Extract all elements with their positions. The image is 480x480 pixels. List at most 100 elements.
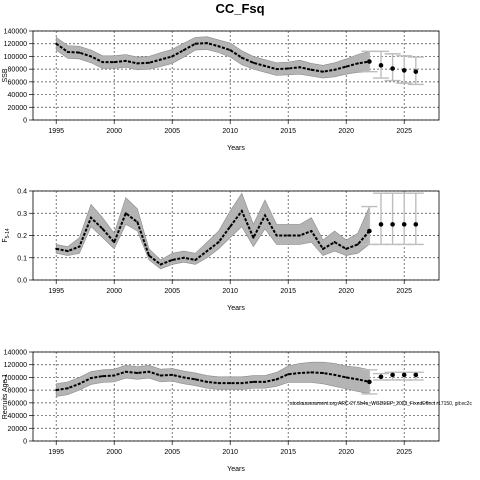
estimate-point — [136, 221, 139, 224]
estimate-point — [229, 225, 232, 228]
estimate-line — [56, 370, 370, 392]
estimate-point — [148, 370, 150, 373]
estimate-point — [171, 258, 174, 261]
x-tick-label: 2020 — [338, 449, 354, 456]
x-axis-label: Years — [227, 305, 245, 312]
y-tick-label: 120000 — [4, 362, 27, 369]
y-tick-label: 0.4 — [17, 189, 27, 196]
estimate-point — [194, 42, 197, 45]
estimate-point — [240, 56, 243, 59]
y-tick-label: 120000 — [4, 41, 27, 48]
panel-1: 1995 2000 2005 2010 2015 2020 2025 0 20000 40000 6… — [2, 29, 440, 152]
confidence-band — [55, 361, 370, 397]
estimate-point — [90, 55, 92, 58]
estimate-point — [78, 51, 81, 54]
x-tick-label: 2005 — [164, 449, 180, 456]
forecast-point — [413, 69, 419, 74]
estimate-point — [113, 61, 116, 64]
y-tick-label: 60000 — [8, 400, 28, 407]
source-annotation: stockassessment.org ARC-27.5b4a_WGDEEP_2… — [290, 401, 472, 407]
estimate-point — [356, 243, 359, 246]
estimate-point — [298, 234, 301, 237]
x-tick-label: 2000 — [106, 449, 122, 456]
estimate-point — [264, 214, 266, 217]
estimate-point — [78, 382, 81, 385]
forecast-point — [401, 68, 407, 73]
estimate-point — [287, 373, 290, 376]
estimate-point — [66, 50, 69, 53]
estimate-point — [217, 241, 220, 244]
estimate-point — [345, 65, 348, 68]
y-tick-label: 40000 — [8, 92, 28, 99]
y-tick-label: 0 — [23, 439, 27, 446]
estimate-point — [113, 374, 116, 377]
estimate-line — [55, 42, 370, 73]
x-tick-label: 2025 — [396, 128, 412, 135]
estimate-point — [310, 68, 313, 71]
estimate-point — [322, 371, 324, 374]
forecast-point — [413, 222, 419, 227]
estimate-point — [310, 371, 313, 374]
estimate-point — [66, 387, 69, 390]
estimate-point — [55, 389, 58, 392]
estimate-point — [182, 49, 185, 52]
y-tick-label: 0.2 — [17, 233, 27, 240]
y-tick-label: 0 — [23, 118, 27, 125]
estimate-point — [356, 378, 359, 381]
y-tick-label: 60000 — [8, 79, 28, 86]
estimate-point — [217, 45, 220, 48]
x-tick-label: 2020 — [338, 288, 354, 295]
estimate-point — [159, 263, 162, 266]
estimate-point — [322, 247, 324, 250]
forecast-point — [390, 222, 395, 227]
forecast-point — [367, 379, 372, 385]
estimate-point — [194, 378, 197, 381]
estimate-point — [217, 382, 220, 385]
x-tick-label: 2025 — [396, 288, 412, 295]
x-tick-label: 2015 — [280, 449, 296, 456]
estimate-point — [101, 375, 104, 378]
estimate-point — [136, 371, 139, 374]
x-axis-label: Years — [227, 145, 245, 152]
estimate-point — [287, 67, 290, 70]
estimate-point — [345, 247, 348, 250]
x-tick-label: 1995 — [48, 288, 64, 295]
estimate-point — [298, 371, 301, 374]
x-tick-label: 2010 — [222, 288, 238, 295]
estimate-point — [252, 236, 255, 239]
x-tick-label: 2000 — [106, 288, 122, 295]
estimate-point — [148, 61, 150, 64]
estimate-point — [101, 227, 104, 230]
y-axis-label: F5-14 — [2, 228, 11, 243]
estimate-point — [159, 58, 162, 61]
estimate-point — [124, 370, 127, 373]
estimate-point — [113, 241, 116, 244]
y-tick-label: 20000 — [8, 105, 28, 112]
x-tick-label: 2010 — [222, 128, 238, 135]
estimate-point — [124, 212, 127, 215]
x-tick-label: 1995 — [48, 449, 64, 456]
estimate-point — [298, 66, 301, 69]
y-tick-label: 100000 — [4, 54, 27, 61]
forecast-point — [378, 374, 384, 380]
x-tick-label: 2015 — [280, 288, 296, 295]
x-tick-label: 2005 — [164, 128, 180, 135]
x-tick-label: 2020 — [338, 128, 354, 135]
estimate-point — [101, 61, 104, 64]
forecast-point — [390, 66, 395, 71]
estimate-point — [171, 373, 174, 376]
panel-2: 1995 2000 2005 2010 2015 2020 2025 0.0 0.1 0.2 0.3… — [2, 189, 440, 312]
estimate-point — [194, 258, 197, 261]
forecast-point — [367, 59, 372, 64]
y-axis-label: SSB — [2, 68, 9, 82]
estimate-point — [206, 380, 208, 383]
chart-title: CC_Fsq — [215, 1, 265, 16]
estimate-point — [275, 378, 278, 381]
y-tick-label: 140000 — [4, 29, 27, 36]
estimate-point — [264, 64, 266, 67]
estimate-point — [310, 230, 313, 233]
forecast-point — [378, 63, 384, 68]
forecast-point — [413, 372, 419, 378]
